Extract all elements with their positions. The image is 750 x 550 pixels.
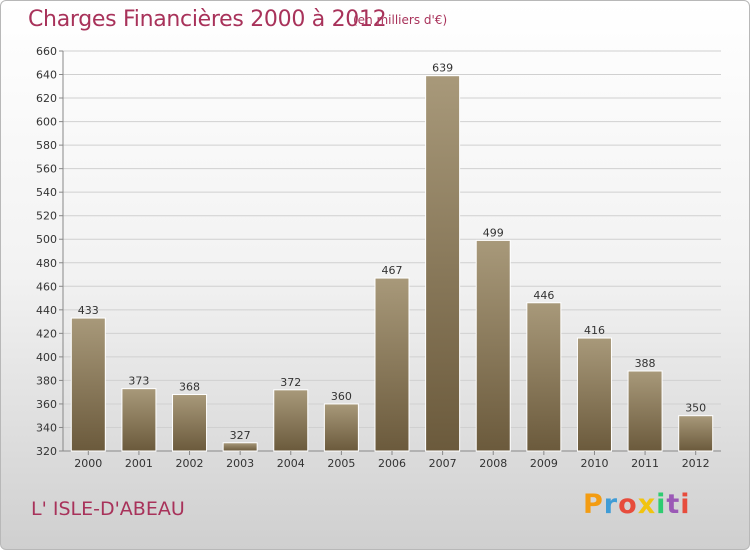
bar (526, 302, 562, 452)
y-tick-label: 480 (36, 257, 57, 270)
x-tick-label: 2009 (530, 457, 558, 470)
x-tick-label: 2012 (682, 457, 710, 470)
x-tick-label: 2003 (226, 457, 254, 470)
bar (374, 277, 410, 452)
y-tick-label: 420 (36, 327, 57, 340)
x-tick-label: 2000 (74, 457, 102, 470)
bar-value-label: 446 (533, 289, 554, 302)
y-tick-label: 400 (36, 351, 57, 364)
brand-letter: P (583, 489, 604, 520)
bar (678, 415, 714, 452)
x-tick-label: 2004 (277, 457, 305, 470)
y-tick-label: 540 (36, 186, 57, 199)
bar-value-label: 433 (78, 304, 99, 317)
y-tick-label: 380 (36, 374, 57, 387)
y-tick-label: 640 (36, 69, 57, 82)
y-tick-label: 460 (36, 280, 57, 293)
chart-title: Charges Financières 2000 à 2012 (28, 7, 387, 32)
bar-value-label: 416 (584, 324, 605, 337)
bar (172, 394, 208, 452)
y-tick-label: 600 (36, 116, 57, 129)
y-tick-label: 440 (36, 304, 57, 317)
bar (121, 388, 157, 452)
y-tick-label: 620 (36, 92, 57, 105)
bar (475, 239, 511, 452)
bar (627, 370, 663, 452)
bar-value-label: 388 (635, 357, 656, 370)
bar-value-label: 467 (382, 264, 403, 277)
bar-value-label: 360 (331, 390, 352, 403)
bar-value-label: 327 (230, 429, 251, 442)
y-tick-label: 500 (36, 233, 57, 246)
y-tick-label: 580 (36, 139, 57, 152)
brand-letter: r (603, 489, 619, 520)
bar-value-label: 350 (685, 402, 706, 415)
bar-value-label: 499 (483, 226, 504, 239)
bar-value-label: 639 (432, 62, 453, 75)
x-tick-label: 2006 (378, 457, 406, 470)
x-tick-label: 2010 (580, 457, 608, 470)
y-tick-label: 360 (36, 398, 57, 411)
bar (576, 337, 612, 452)
y-tick-label: 340 (36, 421, 57, 434)
x-tick-label: 2002 (176, 457, 204, 470)
bar (425, 75, 461, 452)
bar-value-label: 372 (280, 376, 301, 389)
x-tick-label: 2007 (429, 457, 457, 470)
bar (323, 403, 359, 452)
proxiti-logo: Proxiti (583, 489, 691, 523)
y-tick-label: 560 (36, 163, 57, 176)
city-name: L' ISLE-D'ABEAU (31, 498, 185, 520)
x-tick-label: 2005 (327, 457, 355, 470)
bar-value-label: 368 (179, 381, 200, 394)
brand-letter: o (618, 489, 638, 520)
brand-letter: t (666, 489, 681, 520)
brand-letter: i (680, 489, 691, 520)
y-tick-label: 660 (36, 45, 57, 58)
brand-letter: i (656, 489, 667, 520)
x-tick-label: 2001 (125, 457, 153, 470)
bar (70, 317, 106, 452)
x-tick-label: 2008 (479, 457, 507, 470)
chart-subtitle: (en milliers d'€) (353, 13, 448, 27)
brand-letter: x (637, 489, 657, 520)
x-tick-label: 2011 (631, 457, 659, 470)
bar (222, 442, 258, 452)
bar-value-label: 373 (128, 375, 149, 388)
y-tick-label: 320 (36, 445, 57, 458)
bar (273, 389, 309, 452)
y-tick-label: 520 (36, 210, 57, 223)
